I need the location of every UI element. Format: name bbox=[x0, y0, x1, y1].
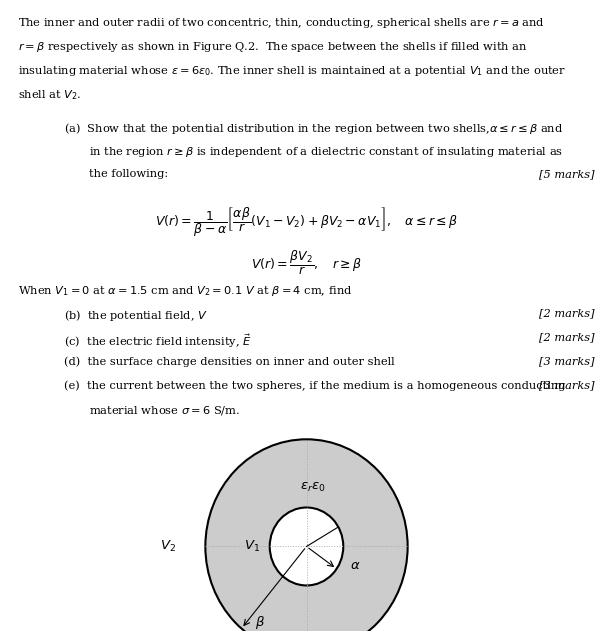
Text: [3 marks]: [3 marks] bbox=[539, 357, 595, 366]
Text: $\varepsilon_r\varepsilon_0$: $\varepsilon_r\varepsilon_0$ bbox=[300, 481, 326, 494]
Text: $V_2$: $V_2$ bbox=[160, 539, 176, 554]
Text: (a)  Show that the potential distribution in the region between two shells,$\alp: (a) Show that the potential distribution… bbox=[64, 121, 563, 136]
Text: the following:: the following: bbox=[89, 169, 168, 179]
Text: in the region $r \geq \beta$ is independent of a dielectric constant of insulati: in the region $r \geq \beta$ is independ… bbox=[89, 145, 563, 159]
Text: [5 marks]: [5 marks] bbox=[539, 169, 595, 179]
Text: The inner and outer radii of two concentric, thin, conducting, spherical shells : The inner and outer radii of two concent… bbox=[18, 16, 545, 30]
Ellipse shape bbox=[205, 439, 408, 631]
Text: shell at $V_2$.: shell at $V_2$. bbox=[18, 88, 82, 102]
Text: $\beta$: $\beta$ bbox=[255, 614, 265, 631]
Text: $\alpha$: $\alpha$ bbox=[350, 559, 360, 572]
Text: $V(r) = \dfrac{\beta V_2}{r},$   $r \geq \beta$: $V(r) = \dfrac{\beta V_2}{r},$ $r \geq \… bbox=[251, 249, 362, 277]
Text: (c)  the electric field intensity, $\vec{E}$: (c) the electric field intensity, $\vec{… bbox=[64, 333, 252, 350]
Text: When $V_1 = 0$ at $\alpha = 1.5$ cm and $V_2 = 0.1$ $V$ at $\beta = 4$ cm, find: When $V_1 = 0$ at $\alpha = 1.5$ cm and … bbox=[18, 285, 352, 298]
Text: $V_1$: $V_1$ bbox=[245, 539, 261, 554]
Text: [2 marks]: [2 marks] bbox=[539, 309, 595, 318]
Text: [3 marks]: [3 marks] bbox=[539, 380, 595, 390]
Text: insulating material whose $\varepsilon = 6\varepsilon_0$. The inner shell is mai: insulating material whose $\varepsilon =… bbox=[18, 64, 566, 78]
Ellipse shape bbox=[270, 507, 343, 586]
Text: $r = \beta$ respectively as shown in Figure Q.2.  The space between the shells i: $r = \beta$ respectively as shown in Fig… bbox=[18, 40, 528, 54]
Text: $V(r) = \dfrac{1}{\beta - \alpha}\left[\dfrac{\alpha\beta}{r}(V_1 - V_2) + \beta: $V(r) = \dfrac{1}{\beta - \alpha}\left[\… bbox=[154, 205, 459, 239]
Text: (d)  the surface charge densities on inner and outer shell: (d) the surface charge densities on inne… bbox=[64, 357, 395, 367]
Text: (b)  the potential field, $V$: (b) the potential field, $V$ bbox=[64, 309, 208, 323]
Text: (e)  the current between the two spheres, if the medium is a homogeneous conduct: (e) the current between the two spheres,… bbox=[64, 380, 566, 391]
Text: [2 marks]: [2 marks] bbox=[539, 333, 595, 342]
Text: material whose $\sigma = 6$ S/m.: material whose $\sigma = 6$ S/m. bbox=[89, 404, 240, 417]
